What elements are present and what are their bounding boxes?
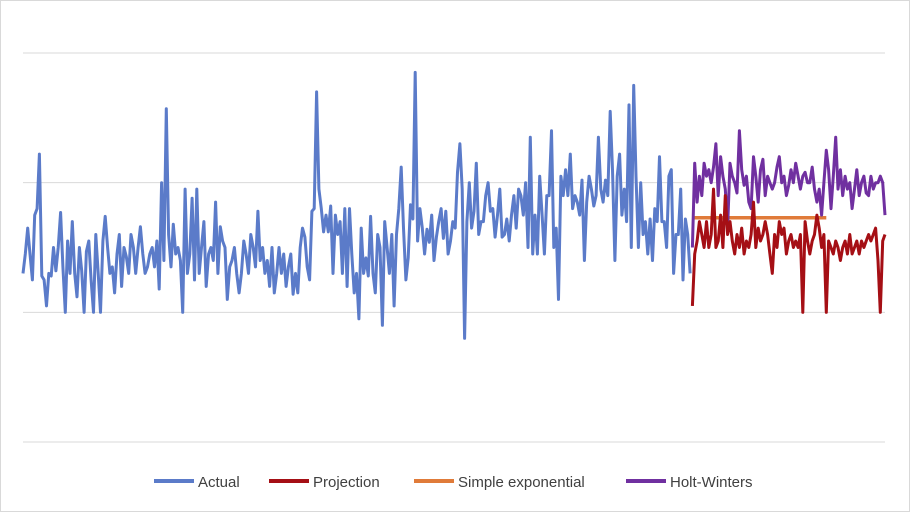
series-line-projection <box>690 187 887 314</box>
legend-label-holt-winters: Holt-Winters <box>670 474 753 491</box>
series-lines <box>21 70 887 340</box>
series-line-holt-winters <box>690 129 887 248</box>
legend-label-simple-exponential: Simple exponential <box>458 474 585 491</box>
series-line-actual <box>21 70 692 340</box>
legend-label-actual: Actual <box>198 474 240 491</box>
legend: Actual Projection Simple exponential Hol… <box>154 474 753 491</box>
legend-label-projection: Projection <box>313 474 380 491</box>
